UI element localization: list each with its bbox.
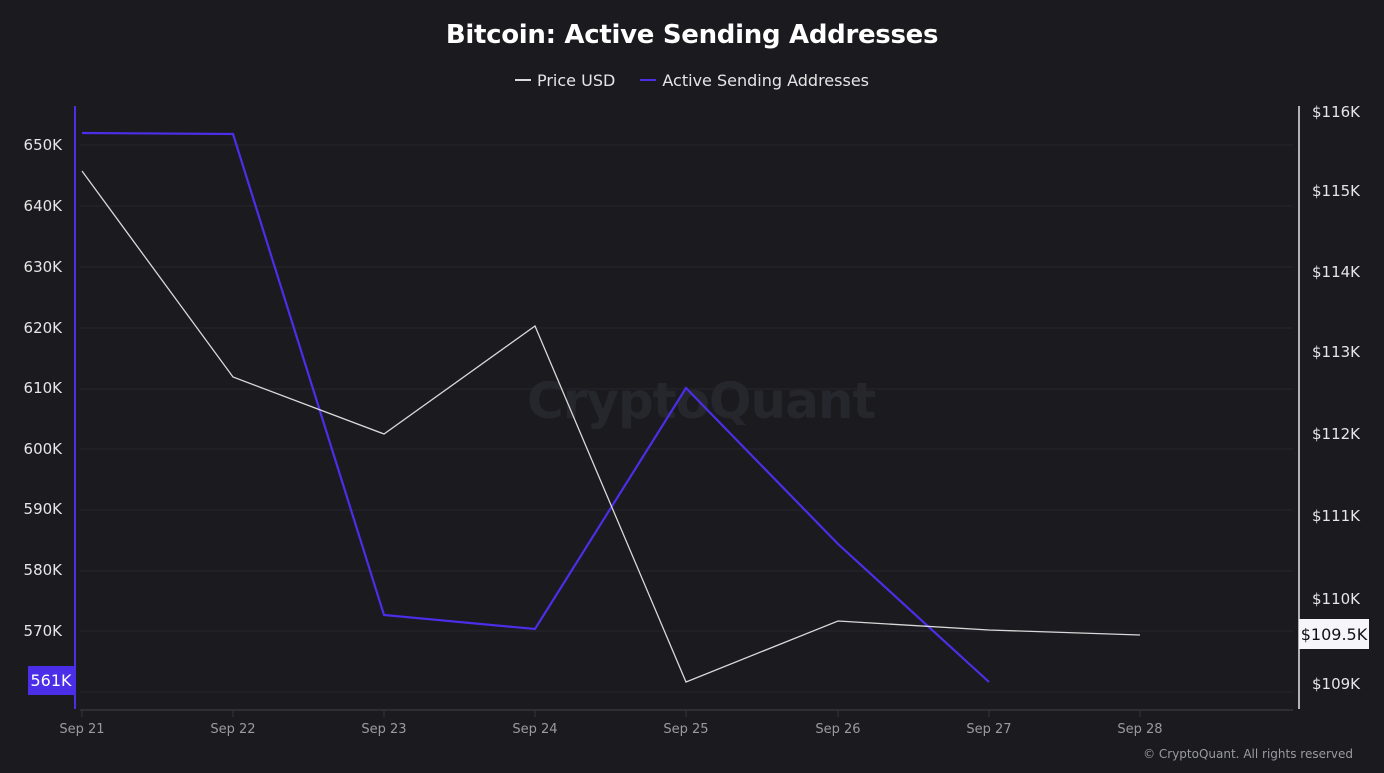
series-price-usd: [81, 170, 1141, 683]
left-axis-tick: 610K: [23, 379, 62, 397]
x-axis-tick: Sep 22: [210, 722, 256, 737]
right-axis-tick: $114K: [1312, 263, 1361, 281]
legend-swatch-icon: [514, 79, 531, 81]
left-axis-tick: 620K: [23, 319, 62, 337]
x-axis-tick: Sep 24: [512, 722, 558, 737]
current-value-badge-price: $109.5K: [1299, 619, 1369, 649]
right-axis-tick: $111K: [1312, 507, 1361, 525]
x-axis-tick: Sep 25: [663, 722, 709, 737]
left-axis-tick: 630K: [23, 258, 62, 276]
chart-title: Bitcoin: Active Sending Addresses: [445, 20, 939, 50]
left-axis-tick: 650K: [23, 136, 62, 154]
legend: Price USD Active Sending Addresses: [0, 66, 1384, 90]
gridlines: [80, 144, 1293, 693]
x-axis-tick: Sep 23: [361, 722, 407, 737]
copyright-footer: © CryptoQuant. All rights reserved: [1143, 747, 1353, 761]
legend-label: Active Sending Addresses: [662, 70, 869, 90]
current-value-badge-addresses: 561K: [28, 666, 74, 695]
x-axis-tick: Sep 27: [966, 722, 1012, 737]
right-axis-tick: $110K: [1312, 590, 1361, 608]
right-axis-tick: $109K: [1312, 675, 1361, 693]
left-axis-tick: 580K: [23, 561, 62, 579]
legend-swatch-icon: [640, 79, 657, 81]
watermark: CryptoQuant: [527, 372, 876, 430]
left-axis-tick: 640K: [23, 197, 62, 215]
x-axis-tick: Sep 28: [1117, 722, 1163, 737]
x-axis-tick: Sep 26: [815, 722, 861, 737]
legend-item-active-sending-addresses[interactable]: Active Sending Addresses: [640, 71, 869, 90]
left-axis-tick: 590K: [23, 500, 62, 518]
left-axis-tick: 570K: [23, 622, 62, 640]
right-axis-tick: $116K: [1312, 103, 1361, 121]
right-axis-tick: $113K: [1312, 343, 1361, 361]
legend-item-price-usd[interactable]: Price USD: [514, 70, 616, 90]
legend-label: Price USD: [536, 70, 616, 90]
series-active-sending-addresses: [81, 131, 990, 683]
right-axis-tick: $112K: [1312, 425, 1361, 443]
right-axis-tick: $115K: [1312, 182, 1361, 200]
left-axis-tick: 600K: [23, 440, 62, 458]
x-axis-tick: Sep 21: [59, 722, 105, 737]
